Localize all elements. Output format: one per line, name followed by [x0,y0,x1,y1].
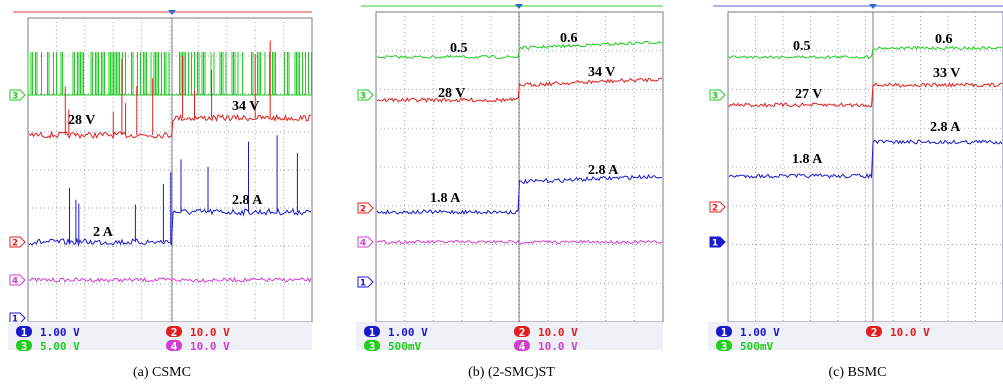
channel-marker-label: 2 [712,204,718,214]
channel-scale: 500mV [388,340,421,353]
trace-annotation: 0.6 [935,32,953,47]
trace-annotation: 28 V [438,86,465,101]
scope-panel: 3 2 1 0.5 0.6 27 V 33 V 1.8 A 2.8 A 1 1.00 V 2 10.0 … [708,4,1003,380]
channel-scale: 10.0 V [890,326,930,339]
channel-id: 3 [21,340,28,353]
channel-marker-label: 2 [12,239,18,249]
channel-marker-label: 1 [360,279,366,289]
trace-annotation: 0.5 [450,41,468,56]
channel-scale: 1.00 V [740,326,780,339]
channel-marker-label: 3 [12,92,18,102]
trace-annotation: 2.8 A [232,193,263,208]
scope-screen [728,12,1003,322]
trace-annotation: 1.8 A [792,152,823,167]
trace-annotation: 2.8 A [930,120,961,135]
figure: 324128 V34 V2 A2.8 A11.00 V210.0 V35.00 … [0,0,1003,387]
trace-annotation: 0.6 [560,31,578,46]
trace-annotation: 33 V [933,66,960,81]
channel-id: 4 [519,340,526,353]
channel-marker-label: 3 [712,92,718,102]
trace-annotation: 1.8 A [430,191,461,206]
channel-id: 2 [871,326,878,339]
trace-annotation: 34 V [232,99,259,114]
channel-scale: 1.00 V [388,326,428,339]
channel-scale: 10.0 V [538,340,578,353]
channel-scale: 10.0 V [190,340,230,353]
trace-annotation: 27 V [795,87,822,102]
channel-marker-label: 4 [12,277,18,287]
channel-marker-label: 1 [712,239,718,249]
channel-id: 1 [21,326,28,339]
channel-scale: 500mV [740,340,773,353]
channel-marker-label: 4 [360,239,366,249]
panel-caption: (b) (2-SMC)ST [468,365,555,380]
channel-scale: 10.0 V [190,326,230,339]
channel-scale: 5.00 V [40,340,80,353]
trace-annotation: 0.5 [793,39,811,54]
channel-id: 1 [721,326,728,339]
panel-caption: (a) CSMC [133,365,191,380]
channel-scale: 1.00 V [40,326,80,339]
panel-caption: (c) BSMC [829,365,887,380]
channel-marker-label: 2 [360,205,366,215]
trace-annotation: 2.8 A [588,163,619,178]
trace-annotation: 2 A [93,225,114,240]
channel-id: 3 [369,340,376,353]
channel-id: 4 [171,340,178,353]
channel-id: 2 [519,326,526,339]
channel-id: 1 [369,326,376,339]
channel-scale: 10.0 V [538,326,578,339]
trace-annotation: 28 V [68,113,95,128]
channel-id: 2 [171,326,178,339]
channel-marker-label: 3 [360,92,366,102]
trace-annotation: 34 V [588,65,615,80]
channel-id: 3 [721,340,728,353]
